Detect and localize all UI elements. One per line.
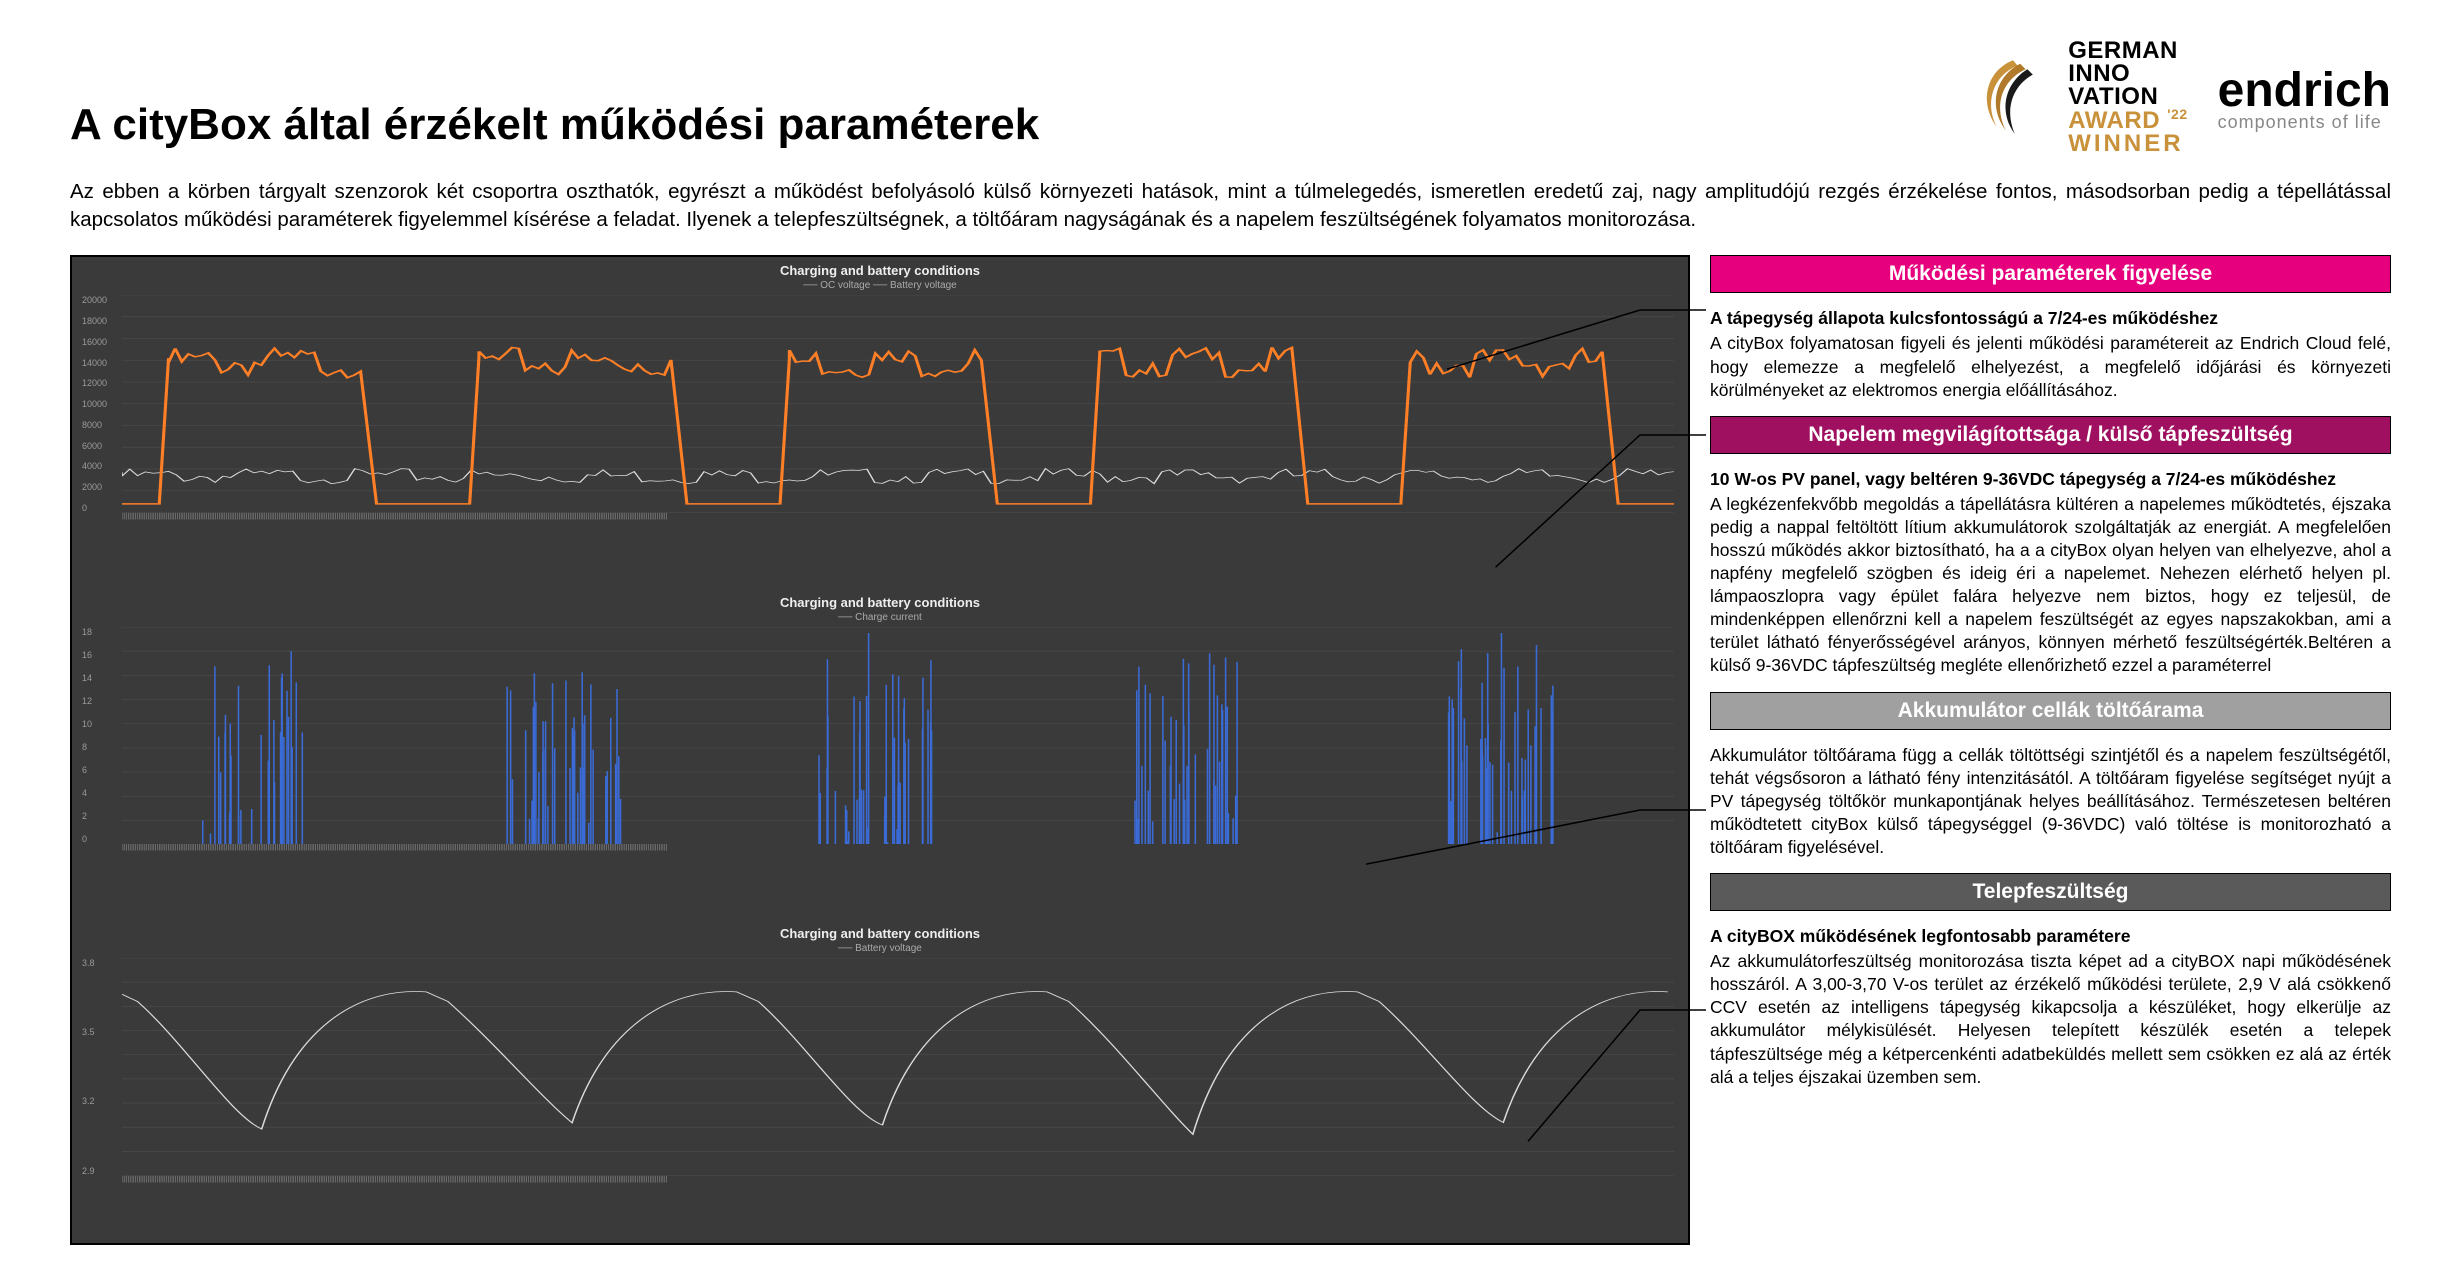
section-header-4: Telepfeszültség	[1710, 873, 2391, 911]
section-body-1: A tápegység állapota kulcsfontosságú a 7…	[1710, 307, 2391, 401]
chart1-xlabels: ||||||||||||||||||||||||||||||||||||||||…	[122, 513, 1674, 561]
chart-block: Charging and battery conditions ── OC vo…	[70, 255, 1690, 1245]
intro-paragraph: Az ebben a körben tárgyalt szenzorok két…	[70, 178, 2391, 233]
section-header-1: Működési paraméterek figyelése	[1710, 255, 2391, 293]
chart2-svg	[122, 627, 1674, 845]
award-swoosh-icon	[1968, 53, 2058, 143]
chart-charge-current: Charging and battery conditions ── Charg…	[72, 589, 1688, 920]
chart-battery-voltage: Charging and battery conditions ── Batte…	[72, 920, 1688, 1243]
german-innovation-award-logo: GERMAN INNO VATION AWARD '22 WINNER	[1968, 40, 2187, 156]
section-body-4: A cityBOX működésének legfontosabb param…	[1710, 925, 2391, 1089]
award-text: GERMAN INNO VATION AWARD '22 WINNER	[2068, 40, 2187, 156]
chart2-ylabels: 181614121086420	[82, 627, 122, 845]
header-logos: GERMAN INNO VATION AWARD '22 WINNER endr…	[1968, 40, 2391, 156]
section-body-2: 10 W-os PV panel, vagy beltéren 9-36VDC …	[1710, 468, 2391, 678]
info-column: Működési paraméterek figyelése A tápegys…	[1710, 255, 2391, 1088]
section-header-3: Akkumulátor cellák töltőárama	[1710, 692, 2391, 730]
chart2-xlabels: ||||||||||||||||||||||||||||||||||||||||…	[122, 844, 1674, 892]
section-header-2: Napelem megvilágítottsága / külső tápfes…	[1710, 416, 2391, 454]
chart3-ylabels: 3.83.53.22.9	[82, 958, 122, 1176]
chart3-xlabels: ||||||||||||||||||||||||||||||||||||||||…	[122, 1176, 1674, 1224]
section-body-3: Akkumulátor töltőárama függ a cellák töl…	[1710, 744, 2391, 859]
chart-oc-voltage: Charging and battery conditions ── OC vo…	[72, 257, 1688, 588]
endrich-logo: endrich components of life	[2218, 63, 2391, 133]
chart1-ylabels: 2000018000160001400012000100008000600040…	[82, 295, 122, 513]
chart1-svg	[122, 295, 1674, 513]
chart3-svg	[122, 958, 1674, 1176]
